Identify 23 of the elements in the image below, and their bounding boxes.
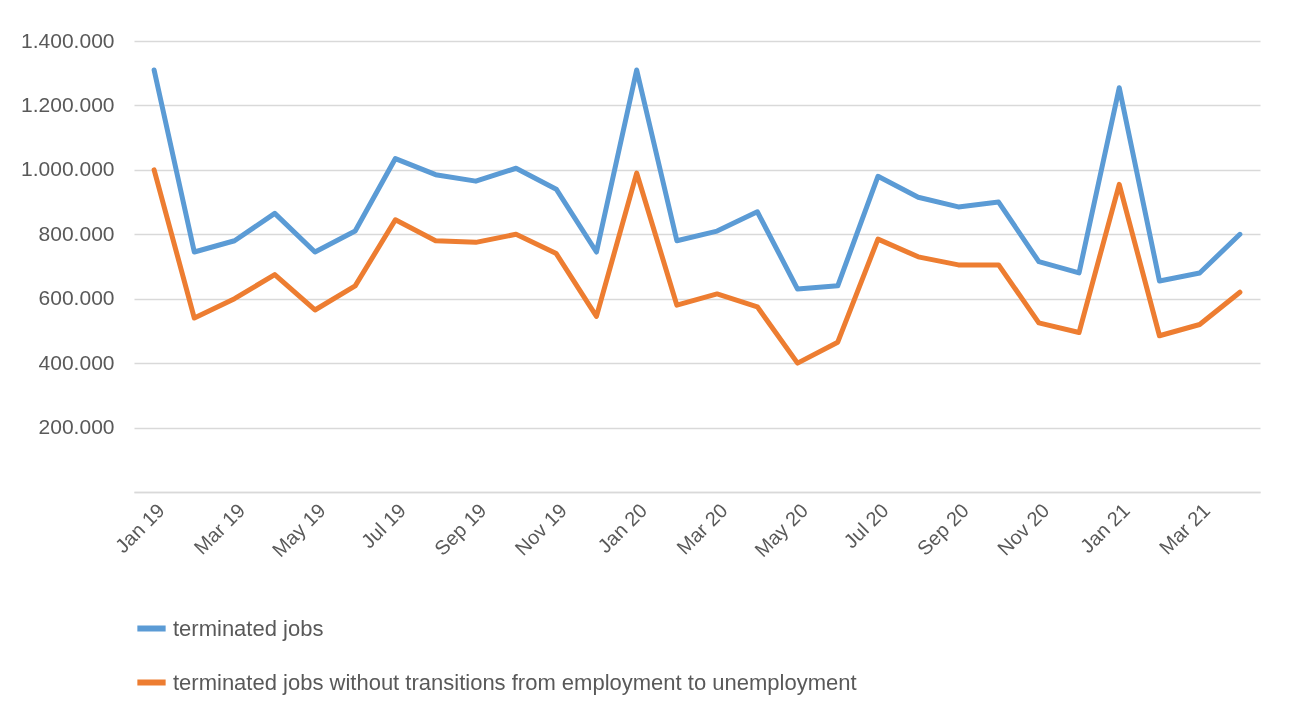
x-tick-label: Mar 20 (672, 499, 732, 559)
x-tick-label: May 19 (267, 499, 330, 562)
x-tick-label: May 20 (750, 499, 813, 562)
y-tick-label: 400.000 (38, 350, 115, 374)
legend-label: terminated jobs without transitions from employment to unemployment (173, 669, 857, 695)
y-tick-label: 1.200.000 (21, 92, 115, 116)
x-tick-label: Mar 21 (1154, 499, 1215, 559)
y-tick-label: 200.000 (38, 415, 115, 439)
x-tick-label: Nov 20 (993, 499, 1054, 560)
x-tick-label: Sep 20 (912, 499, 974, 560)
x-tick-label: Jul 19 (356, 499, 411, 553)
x-tick-label: Nov 19 (510, 499, 571, 560)
y-tick-label: 1.000.000 (21, 157, 115, 181)
x-tick-label: Jan 21 (1075, 499, 1134, 558)
x-tick-label: Mar 19 (189, 499, 250, 559)
y-tick-label: 800.000 (38, 221, 115, 245)
y-tick-label: 1.400.000 (21, 28, 115, 52)
legend-label: terminated jobs (173, 615, 324, 641)
x-tick-label: Jul 20 (839, 499, 893, 553)
x-tick-label: Sep 19 (430, 499, 491, 560)
y-tick-label: 600.000 (38, 286, 115, 310)
x-tick-label: Jan 20 (593, 499, 652, 558)
x-tick-label: Jan 19 (110, 499, 169, 558)
